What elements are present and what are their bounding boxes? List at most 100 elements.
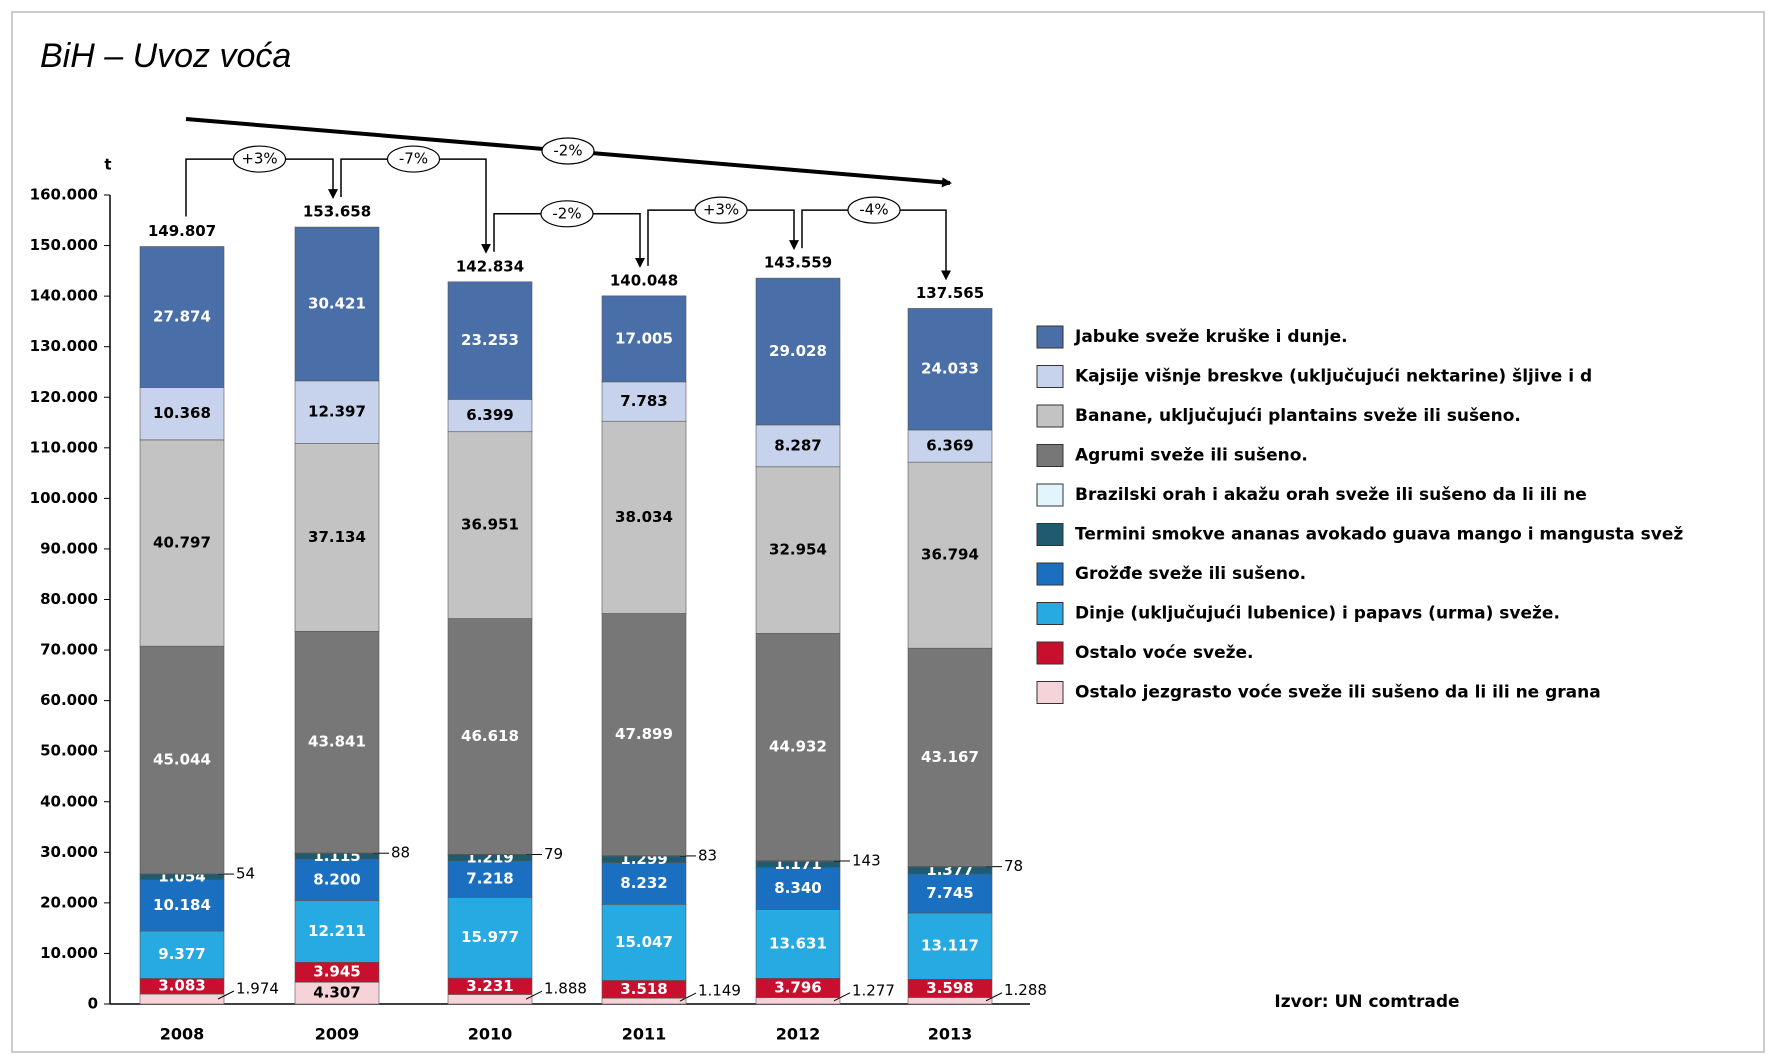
y-tick-label: 130.000: [30, 337, 98, 355]
legend-label: Grožđe sveže ili sušeno.: [1075, 564, 1306, 584]
value-label: 36.794: [921, 546, 979, 564]
value-label: 23.253: [461, 331, 519, 349]
legend-swatch: [1036, 444, 1064, 467]
trend-label: -2%: [553, 142, 582, 160]
value-label: 4.307: [313, 984, 360, 1002]
y-tick-label: 60.000: [40, 691, 98, 709]
label-oval: [386, 145, 441, 173]
legend-swatch: [1036, 562, 1064, 586]
y-tick-label: 140.000: [30, 287, 98, 305]
value-label: 43.841: [308, 733, 366, 751]
value-label: 1.888: [544, 980, 587, 998]
bar-segment: [294, 443, 380, 632]
y-axis-label: t: [104, 156, 111, 174]
x-tick-label: 2008: [160, 1025, 205, 1044]
legend-label: Ostalo jezgrasto voće sveže ili sušeno d…: [1075, 683, 1601, 703]
legend-label: Agrumi sveže ili sušeno.: [1075, 446, 1308, 466]
total-label: 149.807: [148, 222, 216, 240]
value-label: 8.232: [620, 874, 667, 892]
bar-segment: [907, 997, 993, 1005]
bar-segment: [907, 308, 993, 431]
bar-segment: [139, 930, 225, 979]
leader-line: [679, 992, 697, 1002]
leader-line: [217, 990, 235, 1000]
value-label: 40.797: [153, 534, 211, 552]
y-tick-label: 120.000: [30, 388, 98, 406]
value-label: 45.044: [153, 751, 211, 769]
legend-swatch: [1036, 404, 1064, 428]
y-tick-label: 0: [88, 995, 98, 1013]
bar-segment: [139, 439, 225, 647]
label-oval: [232, 145, 287, 173]
bar-segment: [294, 900, 380, 963]
bar-segment: [601, 420, 687, 614]
value-label: 46.618: [461, 727, 519, 745]
y-tick-label: 50.000: [40, 742, 98, 760]
bar-segment: [755, 466, 841, 634]
bar-segment: [294, 226, 380, 382]
y-tick-label: 80.000: [40, 590, 98, 608]
legend-label: Termini smokve ananas avokado guava mang…: [1075, 525, 1683, 545]
bar-segment: [755, 997, 841, 1005]
source: Izvor: UN comtrade: [1274, 992, 1459, 1012]
value-label: 7.218: [466, 870, 513, 888]
bar-segment: [447, 994, 533, 1005]
bar-segment: [755, 277, 841, 426]
value-label: 3.945: [313, 963, 360, 981]
value-label: 54: [236, 865, 255, 883]
value-label: 32.954: [769, 541, 827, 559]
legend-label: Kajsije višnje breskve (uključujući nekt…: [1075, 367, 1592, 387]
value-label: 38.034: [615, 508, 673, 526]
value-label: 13.117: [921, 937, 979, 955]
value-label: 6.369: [926, 437, 973, 455]
value-label: 1.149: [698, 982, 741, 1000]
value-label: 83: [698, 846, 717, 864]
total-label: 143.559: [764, 254, 832, 272]
change-label: -4%: [859, 201, 888, 219]
leader-line: [985, 992, 1003, 1002]
total-label: 140.048: [610, 271, 678, 289]
legend-swatch: [1036, 365, 1064, 388]
frame: [11, 11, 1765, 1053]
bar-segment: [907, 429, 993, 463]
value-label: 7.745: [926, 884, 973, 902]
change-label: -2%: [552, 204, 581, 222]
y-tick-label: 20.000: [40, 893, 98, 911]
bar-segment: [907, 461, 993, 649]
value-label: 3.083: [158, 977, 205, 995]
value-label: 143: [852, 851, 881, 869]
bar-segment: [907, 647, 993, 867]
change-label: -7%: [399, 150, 428, 168]
legend-label: Jabuke sveže kruške i dunje.: [1074, 327, 1348, 347]
y-tick-label: 150.000: [30, 236, 98, 254]
value-label: 6.399: [466, 406, 513, 424]
value-label: 44.932: [769, 738, 827, 756]
legend-label: Ostalo voće sveže.: [1075, 643, 1254, 663]
legend-swatch: [1036, 325, 1064, 349]
value-label: 9.377: [158, 945, 205, 963]
value-label: 8.340: [774, 879, 821, 897]
value-label: 15.977: [461, 928, 519, 946]
chart-title: BiH – Uvoz voća: [40, 37, 291, 75]
bar-segment: [601, 904, 687, 981]
x-tick-label: 2011: [622, 1025, 667, 1044]
value-label: 8.200: [313, 870, 360, 888]
bar-segment: [447, 281, 533, 400]
y-tick-label: 70.000: [40, 641, 98, 659]
value-label: 29.028: [769, 342, 827, 360]
total-label: 137.565: [916, 284, 984, 302]
value-label: 3.796: [774, 978, 821, 996]
bar-segment: [447, 618, 533, 855]
x-tick-label: 2009: [315, 1025, 360, 1044]
y-tick-label: 110.000: [30, 438, 98, 456]
leader-line: [833, 992, 851, 1002]
bar-segment: [447, 431, 533, 619]
legend-swatch: [1036, 641, 1064, 665]
bar-segment: [447, 897, 533, 979]
y-tick-label: 10.000: [40, 944, 98, 962]
legend-swatch: [1036, 483, 1064, 507]
bar-segment: [447, 860, 533, 898]
value-label: 13.631: [769, 934, 827, 952]
value-label: 3.518: [620, 980, 667, 998]
